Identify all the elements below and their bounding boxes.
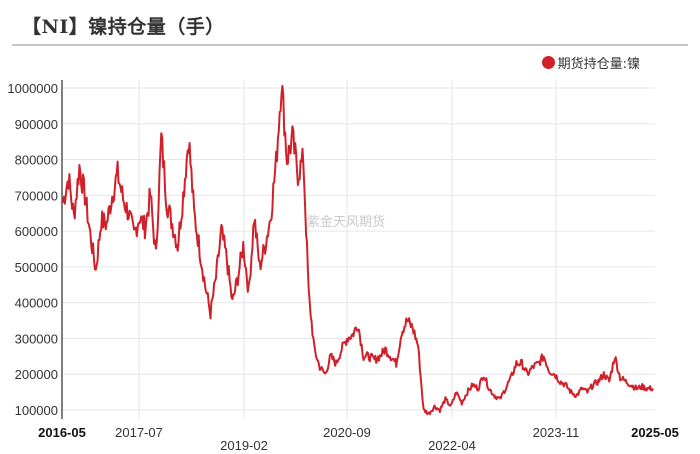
x-tick-label: 2019-02 (220, 438, 268, 453)
x-tick-label: 2022-04 (428, 438, 476, 453)
y-tick-label: 600000 (15, 224, 58, 239)
y-tick-label: 1000000 (7, 81, 58, 96)
y-tick-label: 700000 (15, 188, 58, 203)
x-tick-label: 2025-05 (631, 425, 679, 440)
watermark: 紫金天风期货 (307, 214, 385, 230)
y-tick-label: 200000 (15, 367, 58, 382)
legend-label: 期货持仓量:镍 (557, 57, 640, 72)
title-divider (12, 44, 688, 46)
legend[interactable]: 期货持仓量:镍 (541, 53, 640, 72)
legend-dot-icon (541, 56, 555, 69)
x-tick-label: 2020-09 (323, 425, 371, 440)
y-tick-label: 800000 (15, 153, 58, 168)
x-tick-label: 2023-11 (533, 425, 580, 440)
chart-title: 【NI】镍持仓量（手） (22, 16, 225, 38)
grid-lines (62, 80, 655, 419)
y-tick-label: 900000 (15, 117, 58, 132)
x-tick-label: 2016-05 (38, 425, 86, 440)
x-axis: 2016-05 2017-07 2019-02 2020-09 2022-04 2023-… (38, 425, 679, 453)
series-line-nickel-open-interest (62, 84, 654, 416)
x-tick-label: 2017-07 (115, 425, 163, 440)
y-tick-label: 400000 (15, 296, 58, 311)
y-tick-label: 500000 (15, 260, 58, 275)
y-tick-label: 100000 (15, 403, 58, 418)
y-axis: 100000 200000 300000 400000 500000 600000 7000… (7, 80, 63, 419)
y-tick-label: 300000 (15, 331, 58, 346)
